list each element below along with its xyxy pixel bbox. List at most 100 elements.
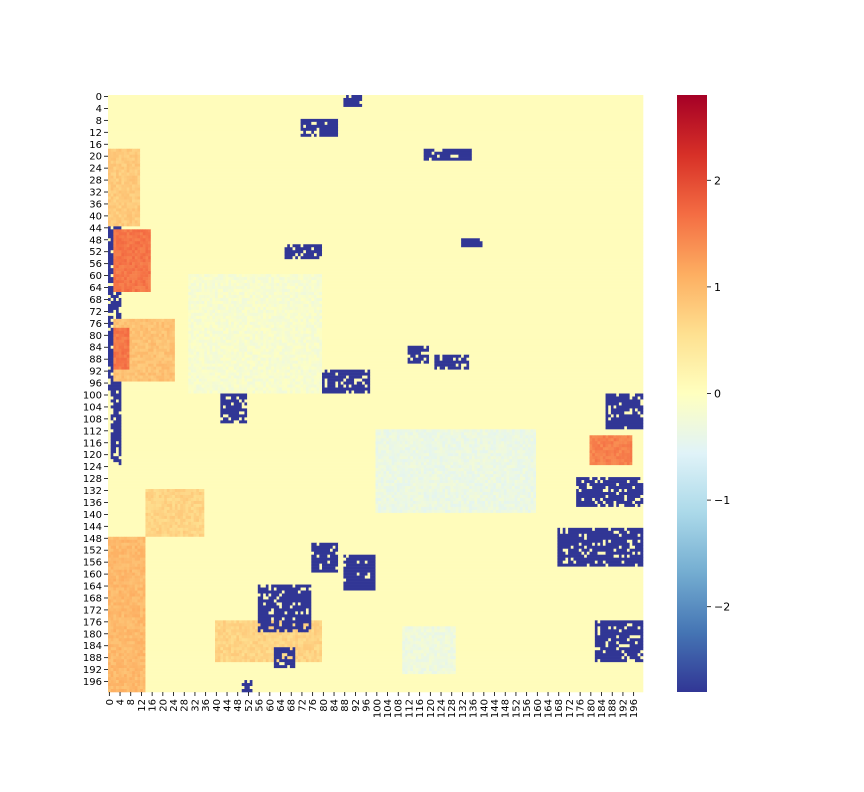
heatmap-cell bbox=[461, 480, 465, 484]
heatmap-cell bbox=[158, 378, 162, 382]
heatmap-cell bbox=[215, 366, 218, 370]
heatmap-cell bbox=[461, 244, 483, 248]
heatmap-cell bbox=[223, 312, 229, 317]
heatmap-cell bbox=[116, 181, 119, 185]
heatmap-cell bbox=[236, 286, 240, 290]
heatmap-cell bbox=[437, 474, 440, 478]
heatmap-cell bbox=[129, 336, 136, 341]
heatmap-cell bbox=[455, 453, 459, 457]
heatmap-cell bbox=[396, 474, 400, 478]
heatmap-cell bbox=[487, 429, 491, 433]
heatmap-cell bbox=[322, 378, 325, 382]
heatmap-cell bbox=[404, 450, 408, 454]
heatmap-cell bbox=[118, 378, 125, 382]
heatmap-cell bbox=[172, 339, 176, 344]
heatmap-cell bbox=[236, 354, 240, 358]
heatmap-cell bbox=[300, 342, 304, 347]
heatmap-cell bbox=[140, 345, 144, 350]
heatmap-cell bbox=[469, 456, 473, 460]
heatmap-cell bbox=[281, 321, 285, 326]
heatmap-cell bbox=[608, 411, 612, 415]
heatmap-cell bbox=[305, 283, 309, 287]
heatmap-cell bbox=[137, 211, 141, 215]
heatmap-cell bbox=[292, 348, 296, 353]
heatmap-cell bbox=[268, 387, 272, 391]
heatmap-cell bbox=[412, 357, 424, 361]
heatmap-cell bbox=[493, 471, 497, 475]
heatmap-cell bbox=[391, 468, 395, 472]
heatmap-cell bbox=[279, 321, 283, 326]
heatmap-cell bbox=[600, 459, 604, 463]
heatmap-cell bbox=[391, 474, 395, 478]
heatmap-cell bbox=[281, 297, 285, 302]
heatmap-cell bbox=[442, 354, 462, 358]
heatmap-cell bbox=[265, 292, 269, 296]
heatmap-cell bbox=[396, 465, 400, 469]
heatmap-cell bbox=[608, 405, 612, 409]
heatmap-cell bbox=[292, 283, 296, 287]
heatmap-cell bbox=[239, 411, 245, 415]
heatmap-cell bbox=[196, 277, 200, 281]
heatmap-cell bbox=[150, 327, 154, 332]
heatmap-cell bbox=[388, 471, 392, 475]
heatmap-cell bbox=[303, 286, 307, 290]
heatmap-cell bbox=[485, 438, 489, 442]
heatmap-cell bbox=[300, 300, 304, 305]
heatmap-cell bbox=[110, 175, 114, 179]
heatmap-cell bbox=[108, 163, 111, 167]
heatmap-cell bbox=[201, 339, 205, 344]
heatmap-cell bbox=[453, 468, 457, 472]
heatmap-cell bbox=[295, 295, 299, 299]
heatmap-cell bbox=[263, 312, 267, 317]
heatmap-cell bbox=[466, 363, 470, 367]
heatmap-cell bbox=[437, 432, 440, 436]
heatmap-cell bbox=[313, 295, 317, 299]
heatmap-cell bbox=[140, 378, 144, 382]
heatmap-cell bbox=[316, 351, 320, 355]
heatmap-cell bbox=[220, 315, 224, 320]
heatmap-cell bbox=[313, 292, 317, 296]
heatmap-cell bbox=[255, 318, 259, 323]
heatmap-cell bbox=[190, 321, 194, 326]
heatmap-cell bbox=[190, 381, 194, 385]
heatmap-cell bbox=[110, 345, 114, 350]
heatmap-cell bbox=[426, 465, 430, 469]
heatmap-cell bbox=[292, 309, 296, 314]
heatmap-cell bbox=[471, 453, 475, 457]
heatmap-cell bbox=[338, 118, 644, 123]
heatmap-cell bbox=[450, 468, 454, 472]
heatmap-cell bbox=[239, 330, 243, 335]
heatmap-cell bbox=[388, 456, 392, 460]
heatmap-cell bbox=[255, 360, 259, 364]
heatmap-cell bbox=[527, 474, 534, 478]
heatmap-cell bbox=[268, 357, 272, 361]
heatmap-cell bbox=[113, 151, 117, 155]
heatmap-cell bbox=[236, 312, 240, 317]
heatmap-cell bbox=[209, 300, 213, 305]
heatmap-cell bbox=[255, 283, 259, 287]
heatmap-cell bbox=[233, 289, 237, 293]
heatmap-cell bbox=[121, 345, 125, 350]
heatmap-cell bbox=[461, 477, 465, 481]
heatmap-cell bbox=[469, 480, 473, 484]
heatmap-cell bbox=[260, 369, 264, 373]
heatmap-cell bbox=[121, 420, 221, 424]
heatmap-cell bbox=[260, 321, 264, 326]
heatmap-cell bbox=[434, 357, 440, 361]
heatmap-cell bbox=[169, 342, 173, 347]
heatmap-cell bbox=[244, 280, 248, 284]
heatmap-cell bbox=[533, 480, 537, 484]
heatmap-cell bbox=[132, 193, 136, 197]
heatmap-cell bbox=[206, 300, 210, 305]
heatmap-cell bbox=[153, 324, 157, 329]
heatmap-cell bbox=[610, 411, 625, 415]
heatmap-cell bbox=[313, 303, 320, 308]
heatmap-cell bbox=[375, 441, 379, 445]
heatmap-cell bbox=[420, 360, 424, 364]
heatmap-cell bbox=[386, 474, 390, 478]
heatmap-cell bbox=[450, 450, 454, 454]
heatmap-cell bbox=[252, 330, 256, 335]
heatmap-cell bbox=[362, 95, 644, 99]
heatmap-cell bbox=[281, 381, 285, 385]
heatmap-cell bbox=[602, 462, 606, 466]
